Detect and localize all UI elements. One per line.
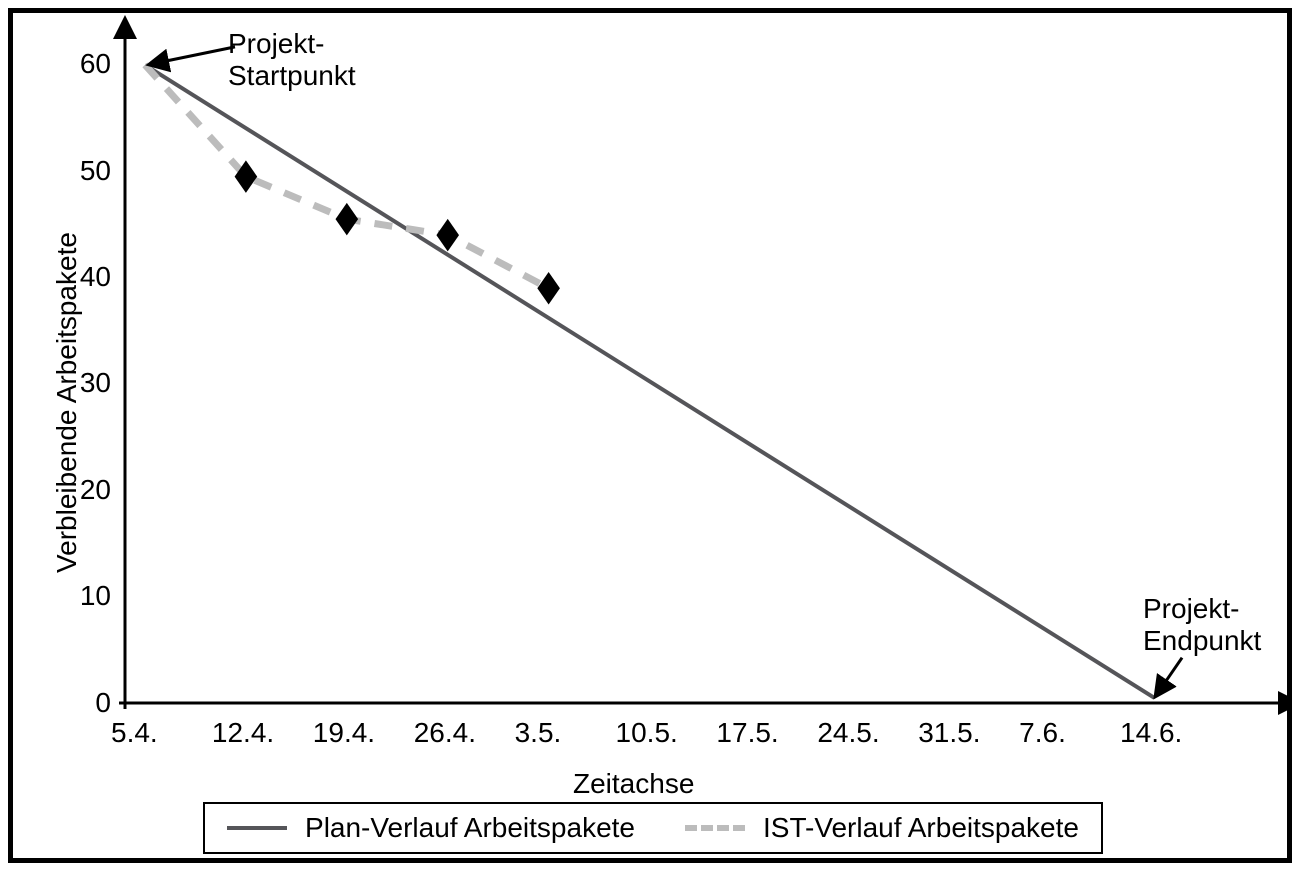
x-tick: 24.5.: [817, 717, 879, 749]
x-tick: 12.4.: [212, 717, 274, 749]
legend-item-plan: Plan-Verlauf Arbeitspakete: [227, 812, 635, 844]
legend-label-ist: IST-Verlauf Arbeitspakete: [763, 812, 1079, 844]
end-annotation-line2: Endpunkt: [1143, 625, 1261, 657]
legend-item-ist: IST-Verlauf Arbeitspakete: [685, 812, 1079, 844]
x-tick: 19.4.: [313, 717, 375, 749]
x-tick: 17.5.: [716, 717, 778, 749]
y-tick: 30: [80, 367, 111, 399]
y-tick: 10: [80, 580, 111, 612]
x-axis-title: Zeitachse: [573, 768, 694, 800]
y-tick: 20: [80, 474, 111, 506]
legend-label-plan: Plan-Verlauf Arbeitspakete: [305, 812, 635, 844]
start-annotation: Projekt- Startpunkt: [228, 28, 356, 92]
x-tick: 10.5.: [616, 717, 678, 749]
x-tick: 14.6.: [1120, 717, 1182, 749]
x-tick: 5.4.: [111, 717, 158, 749]
legend-swatch-plan: [227, 826, 287, 830]
x-tick: 31.5.: [918, 717, 980, 749]
y-axis-title-text: Verbleibende Arbeitspakete: [51, 232, 82, 573]
y-tick: 50: [80, 155, 111, 187]
x-tick: 26.4.: [414, 717, 476, 749]
y-tick: 40: [80, 261, 111, 293]
legend: Plan-Verlauf Arbeitspakete IST-Verlauf A…: [203, 802, 1103, 854]
end-annotation-line1: Projekt-: [1143, 593, 1261, 625]
x-tick: 7.6.: [1019, 717, 1066, 749]
legend-swatch-ist: [685, 825, 745, 831]
end-annotation: Projekt- Endpunkt: [1143, 593, 1261, 657]
start-annotation-line2: Startpunkt: [228, 60, 356, 92]
chart-frame: Verbleibende Arbeitspakete Zeitachse Pro…: [8, 8, 1292, 863]
y-tick: 60: [80, 48, 111, 80]
y-axis-title: Verbleibende Arbeitspakete: [51, 232, 83, 573]
x-axis-title-text: Zeitachse: [573, 768, 694, 799]
start-annotation-line1: Projekt-: [228, 28, 356, 60]
x-tick: 3.5.: [515, 717, 562, 749]
y-tick: 0: [95, 687, 111, 719]
